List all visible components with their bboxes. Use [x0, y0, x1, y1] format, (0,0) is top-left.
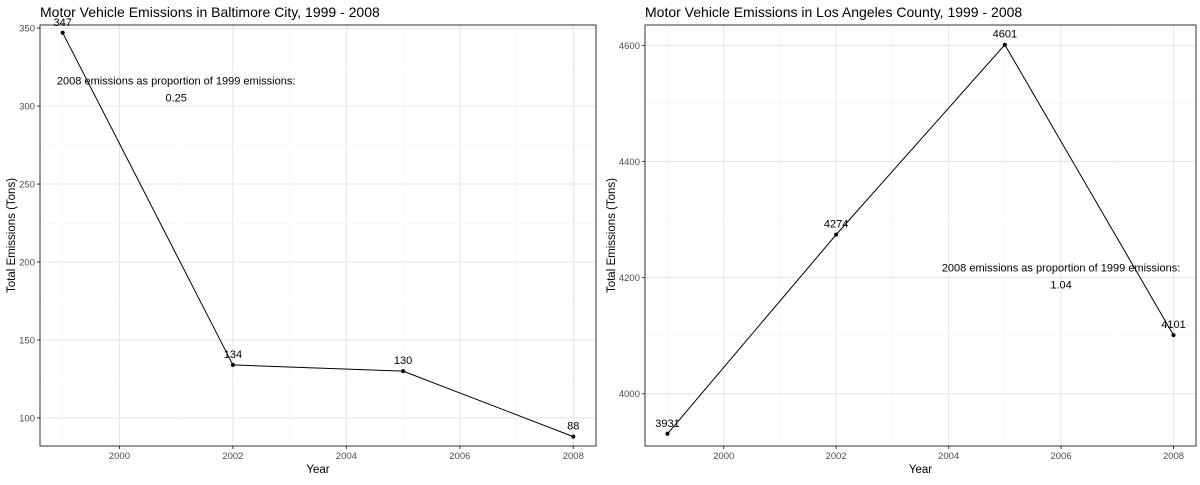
data-point	[230, 362, 235, 367]
x-tick-label: 2006	[449, 451, 470, 462]
x-tick-label: 2006	[1050, 451, 1071, 462]
x-tick-label: 2002	[222, 451, 243, 462]
x-tick-label: 2008	[563, 451, 584, 462]
y-tick-label: 4600	[619, 41, 640, 52]
data-label: 347	[54, 17, 72, 29]
x-axis-label: Year	[909, 464, 932, 476]
data-point	[665, 431, 670, 436]
plot-border	[644, 24, 1197, 447]
data-point	[834, 232, 839, 237]
data-point	[1171, 333, 1176, 338]
y-axis-label: Total Emissions (Tons)	[606, 178, 618, 293]
data-label: 134	[224, 349, 242, 361]
chart-title: Motor Vehicle Emissions in Los Angeles C…	[645, 4, 1022, 20]
y-tick-label: 4400	[619, 157, 640, 168]
y-tick-label: 300	[19, 102, 35, 113]
x-axis-label: Year	[306, 464, 329, 476]
x-tick-label: 2004	[938, 451, 959, 462]
data-label: 4274	[824, 219, 848, 231]
data-label: 4101	[1161, 319, 1185, 331]
y-tick-label: 100	[19, 413, 35, 424]
annotation-line-1: 2008 emissions as proportion of 1999 emi…	[942, 263, 1180, 275]
y-tick-label: 250	[19, 180, 35, 191]
x-tick-label: 2000	[109, 451, 130, 462]
x-tick-label: 2002	[826, 451, 847, 462]
x-tick-label: 2000	[713, 451, 734, 462]
y-tick-label: 4200	[619, 273, 640, 284]
y-tick-label: 150	[19, 335, 35, 346]
plot-border	[39, 24, 597, 447]
y-tick-label: 4000	[619, 389, 640, 400]
annotation-line-2: 1.04	[1050, 280, 1071, 292]
data-point	[1002, 42, 1007, 47]
data-label: 88	[567, 421, 579, 433]
data-point	[401, 369, 406, 374]
y-tick-label: 350	[19, 24, 35, 35]
chart-los-angeles: 2000 2002 2004 2006 2008 4000 4200 4400 4600 3931…	[606, 4, 1197, 476]
data-label: 3931	[655, 418, 679, 430]
plot-area	[40, 25, 596, 446]
data-label: 4601	[993, 29, 1017, 41]
y-axis-label: Total Emissions (Tons)	[6, 178, 18, 293]
x-tick-label: 2008	[1163, 451, 1184, 462]
series-line	[667, 43, 1174, 435]
y-tick-label: 200	[19, 258, 35, 269]
data-point	[571, 434, 576, 439]
annotation-line-2: 0.25	[165, 92, 186, 104]
chart-baltimore: 2000 2002 2004 2006 2008 100 150 200 250 300 350 34…	[6, 4, 597, 476]
plot-area	[645, 25, 1196, 446]
series-line	[62, 32, 574, 438]
data-point	[60, 30, 65, 35]
annotation-line-1: 2008 emissions as proportion of 1999 emi…	[57, 75, 295, 87]
data-label: 130	[394, 355, 412, 367]
chart-title: Motor Vehicle Emissions in Baltimore Cit…	[40, 4, 380, 20]
x-tick-label: 2004	[336, 451, 357, 462]
